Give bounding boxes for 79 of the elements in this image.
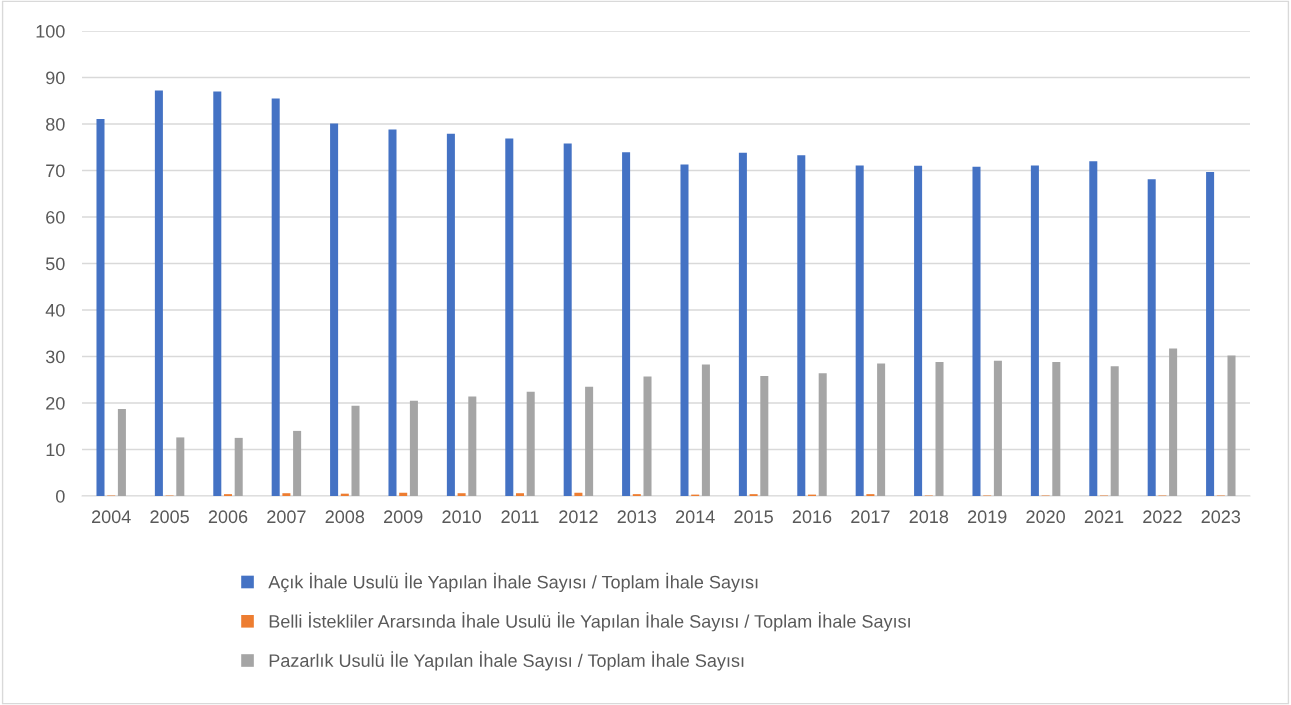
y-tick-label: 20 (46, 396, 65, 410)
bar (154, 90, 163, 496)
bar (505, 138, 514, 496)
bar (515, 493, 525, 496)
x-tick-label: 2009 (384, 510, 423, 524)
bar (935, 362, 944, 496)
x-tick-label: 2017 (851, 510, 890, 524)
x-tick-label: 2005 (150, 510, 189, 524)
x-tick-label: 2012 (559, 510, 598, 524)
y-tick-label: 50 (45, 257, 65, 271)
y-tick-label: 0 (56, 489, 65, 503)
x-tick-label: 2010 (442, 510, 481, 524)
y-tick-label: 60 (46, 210, 65, 224)
bar (574, 492, 583, 496)
bar (1030, 165, 1039, 496)
bar (282, 493, 291, 496)
bar (914, 165, 923, 496)
bar (330, 123, 339, 496)
x-tick-label: 2016 (792, 510, 832, 524)
bar (1089, 161, 1098, 496)
bar (117, 409, 126, 496)
bar (388, 129, 397, 496)
x-tick-label: 2021 (1084, 510, 1124, 524)
x-tick-label: 2020 (1026, 510, 1065, 524)
bar (399, 492, 408, 496)
x-tick-label: 2014 (676, 510, 715, 524)
bar (1227, 355, 1236, 496)
x-tick-label: 2023 (1201, 510, 1241, 524)
y-tick-label: 10 (46, 443, 65, 457)
bar (643, 376, 652, 496)
x-tick-label: 2011 (501, 510, 539, 524)
bar (563, 143, 572, 496)
legend-label: Pazarlık Usulü İle Yapılan İhale Sayısı / Toplam İhale Sayısı (269, 651, 744, 671)
y-tick-label: 100 (36, 24, 65, 38)
bar (1169, 348, 1178, 496)
x-tick-label: 2008 (325, 510, 365, 524)
bar (877, 363, 886, 496)
bar (457, 493, 466, 496)
y-tick-label: 80 (46, 117, 65, 131)
bar (409, 400, 418, 496)
bar (468, 396, 477, 496)
x-tick-label: 2018 (909, 510, 949, 524)
bar (1052, 362, 1061, 496)
bar (1110, 366, 1119, 496)
bar (972, 166, 981, 496)
bar (234, 437, 243, 496)
x-tick-label: 2006 (208, 510, 248, 524)
bar (96, 118, 105, 496)
bar (738, 152, 747, 496)
y-tick-label: 70 (46, 164, 65, 178)
x-tick-label: 2007 (267, 510, 306, 524)
x-tick-label: 2004 (92, 510, 131, 524)
bar (1147, 179, 1156, 496)
bar (1206, 171, 1215, 496)
bar (446, 133, 455, 496)
bar (680, 164, 689, 496)
bar (271, 98, 280, 496)
x-tick-label: 2015 (734, 510, 773, 524)
y-tick-label: 30 (45, 350, 65, 364)
y-tick-label: 90 (46, 71, 65, 85)
bar (760, 376, 769, 496)
bar (855, 165, 864, 496)
x-tick-label: 2022 (1143, 510, 1182, 524)
bar (818, 373, 827, 496)
bar (622, 152, 631, 496)
x-tick-label: 2019 (968, 510, 1007, 524)
y-tick-label: 40 (45, 303, 65, 317)
bar (701, 364, 710, 496)
bar (351, 405, 360, 496)
bar (213, 91, 222, 496)
legend-label: Belli İstekliler Ararsında İhale Usulü İle Yapılan İhale Sayısı / Toplam İhale Sayısı (269, 612, 910, 632)
legend-label: Açık İhale Usulü İle Yapılan İhale Sayısı / Toplam İhale Sayısı (268, 572, 758, 593)
bar (176, 437, 185, 496)
bar (526, 391, 535, 496)
x-tick-label: 2013 (617, 510, 657, 524)
bar (993, 360, 1002, 496)
bar (293, 430, 302, 496)
bar (797, 155, 806, 496)
bar (585, 386, 594, 496)
